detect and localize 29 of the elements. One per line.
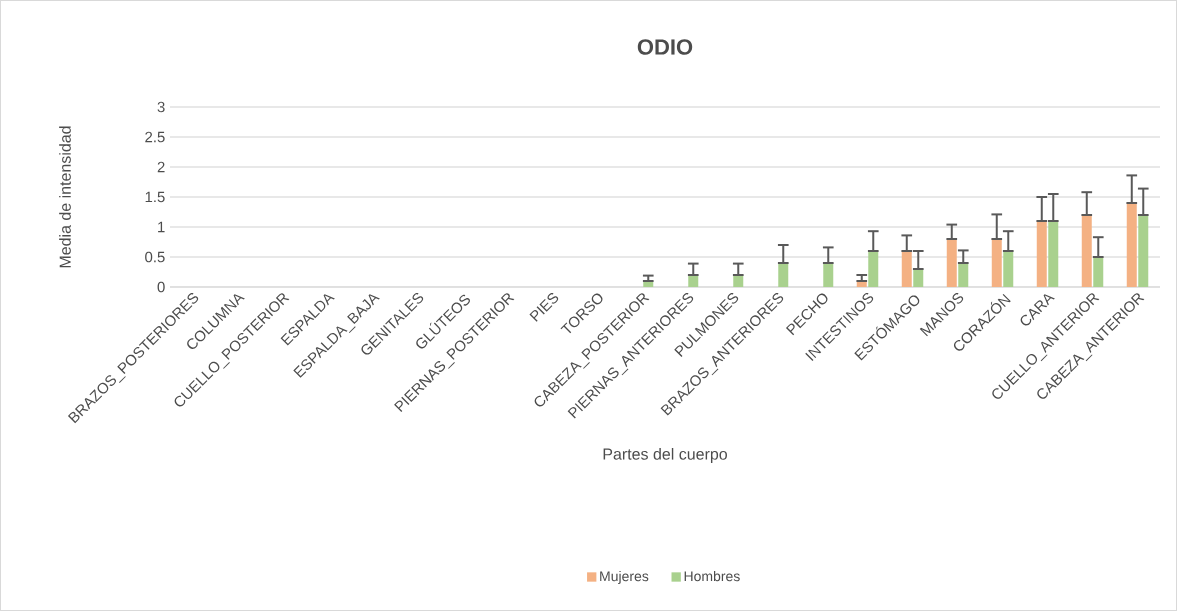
x-axis-title: Partes del cuerpo — [603, 448, 727, 463]
chart-title: ODIO — [637, 39, 693, 55]
y-tick-label: 3 — [157, 101, 165, 113]
bar — [913, 269, 924, 287]
bar — [1048, 221, 1059, 287]
bar — [991, 239, 1002, 287]
y-axis-title: Media de intensidad — [59, 126, 71, 268]
bar — [1093, 257, 1104, 287]
y-tick-label: 1 — [158, 221, 165, 233]
bar — [688, 275, 699, 287]
y-tick-label: 1.5 — [145, 191, 165, 203]
y-tick-label: 2 — [157, 161, 165, 173]
bar — [778, 263, 789, 287]
bar — [1138, 215, 1149, 287]
bar — [901, 251, 912, 287]
legend-label: Mujeres — [600, 570, 649, 584]
bar — [733, 275, 744, 287]
bar — [946, 239, 957, 287]
bar — [958, 263, 969, 287]
bar — [1036, 221, 1047, 287]
y-tick-label: 2.5 — [145, 131, 165, 143]
bar — [1081, 215, 1092, 287]
bar — [868, 251, 879, 287]
bar — [823, 263, 834, 287]
bar — [1126, 203, 1137, 287]
legend-label: Hombres — [684, 570, 740, 582]
y-tick-label: 0.5 — [145, 251, 165, 263]
y-tick-label: 0 — [157, 281, 165, 293]
bar — [1003, 251, 1014, 287]
